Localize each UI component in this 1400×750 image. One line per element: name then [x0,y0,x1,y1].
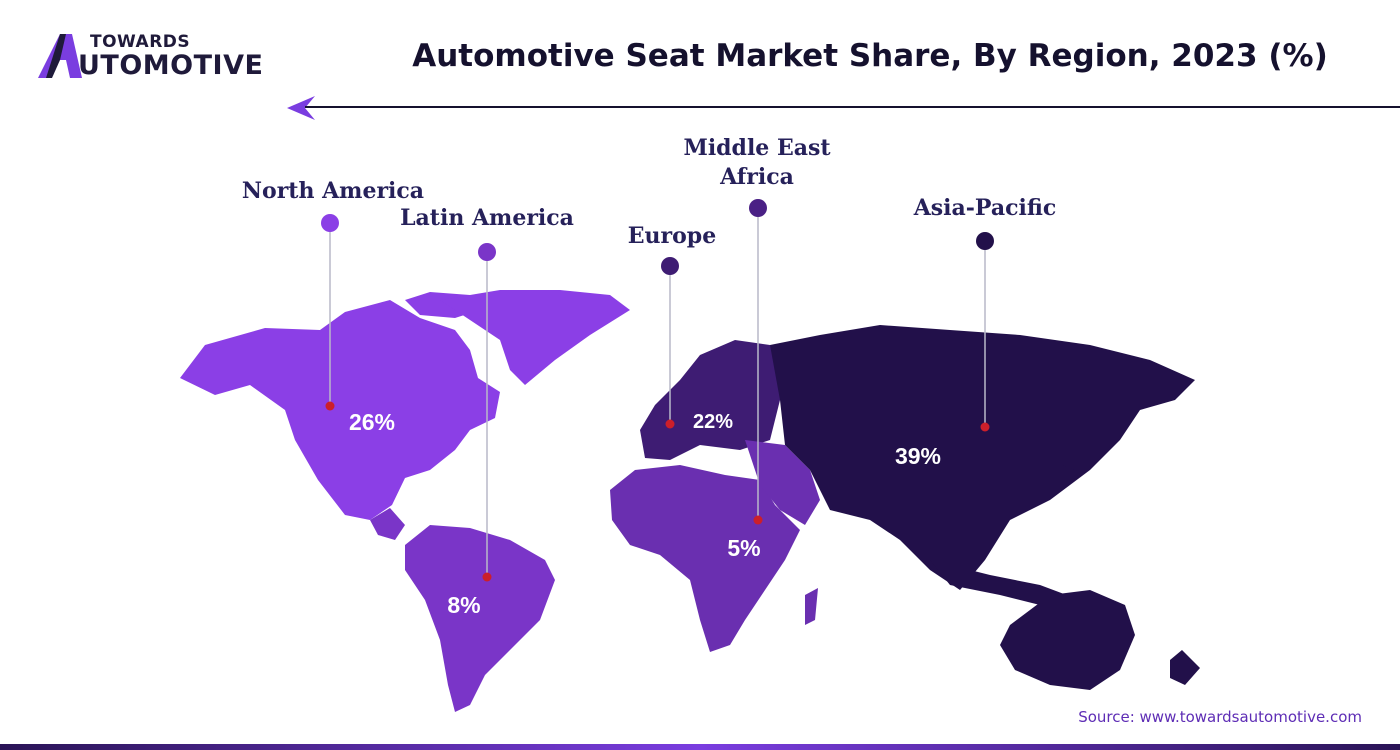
region-dot-middle-east-africa [749,199,767,217]
page-title: Automotive Seat Market Share, By Region,… [412,38,1328,74]
landmass-europe [640,340,785,460]
header-divider [305,106,1400,108]
land-mada [805,588,818,625]
region-value-latin-america: 8% [447,592,480,618]
region-dot-north-america [321,214,339,232]
logo-text-bottom: UTOMOTIVE [78,50,264,81]
region-label-north-america: North America [242,178,424,204]
land-as [770,325,1195,590]
region-value-europe: 22% [693,411,733,433]
footer-bar [0,744,1400,750]
region-marker-latin-america [482,572,492,582]
region-value-middle-east-africa: 5% [727,535,760,561]
region-marker-europe [665,419,675,429]
region-marker-asia-pacific [980,422,990,432]
region-value-asia-pacific: 39% [895,443,941,469]
region-value-north-america: 26% [349,409,395,435]
land-na [180,300,500,520]
region-dot-europe [661,257,679,275]
land-nz [1170,650,1200,685]
region-label-latin-america: Latin America [400,205,574,231]
logo-text-top: TOWARDS [90,32,191,52]
region-dot-latin-america [478,243,496,261]
land-id [930,560,1080,610]
landmass-asia-pacific [770,325,1200,690]
arrow-left-icon [287,96,315,120]
landmass-latin-america [370,508,555,712]
landmass-north-america [180,290,630,520]
land-jp [1060,420,1085,470]
region-marker-north-america [325,401,335,411]
source-note: Source: www.towardsautomotive.com [1078,708,1362,726]
land-eu [640,340,785,460]
region-dot-asia-pacific [976,232,994,250]
land-au [1000,590,1135,690]
land-ca [370,508,405,540]
land-la [405,525,555,712]
region-marker-middle-east-africa [753,515,763,525]
region-label-europe: Europe [628,223,716,249]
region-label-middle-east-africa: Middle East Africa [683,135,831,190]
landmass-middle-east-africa [610,440,820,652]
logo-mark-icon [38,34,82,78]
land-af [610,465,800,652]
brand-logo: TOWARDS UTOMOTIVE [38,32,288,82]
region-label-asia-pacific: Asia-Pacific [913,195,1057,221]
